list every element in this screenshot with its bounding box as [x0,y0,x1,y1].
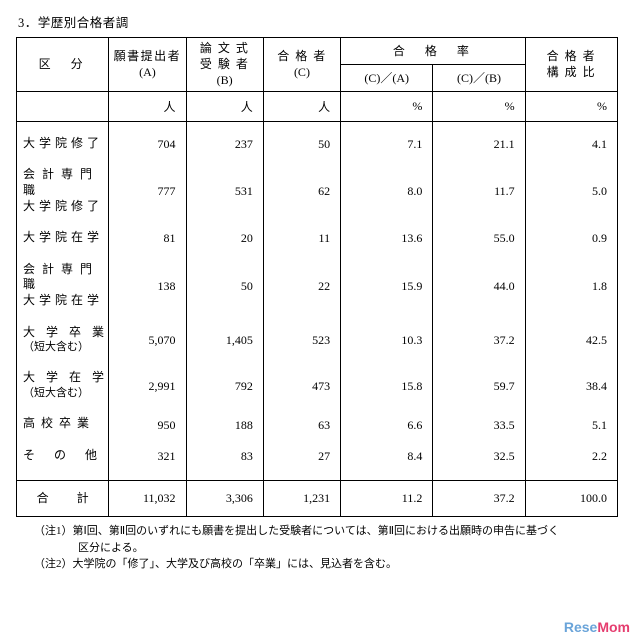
table-row: 大学院修了704237507.121.14.1 [17,121,618,157]
total-row: 合 計11,0323,3061,23111.237.2100.0 [17,480,618,517]
cell-ca: 10.3 [341,315,433,361]
table-row: 会 計 専 門 職大学院在学138502215.944.01.8 [17,252,618,315]
total-c: 1,231 [263,480,340,517]
note-2: （注2）大学院の「修了」、大学及び高校の「卒業」には、見込者を含む。 [34,556,624,573]
row-category: 高校卒業 [17,406,109,438]
header-ca: (C)／(A) [341,64,433,91]
note-1-line1: （注1）第Ⅰ回、第Ⅱ回のいずれにも願書を提出した受験者については、第Ⅱ回における… [34,523,624,540]
cell-ratio: 4.1 [525,121,617,157]
row-category: 大学院在学 [17,220,109,252]
cell-b: 792 [186,360,263,406]
spacer-row [17,470,618,481]
cell-c: 22 [263,252,340,315]
total-cb: 37.2 [433,480,525,517]
cell-a: 5,070 [109,315,186,361]
watermark-mom: Mom [597,619,630,635]
cell-b: 531 [186,157,263,220]
cell-a: 321 [109,438,186,470]
section-title: 3．学歴別合格者調 [18,12,624,31]
cell-ca: 13.6 [341,220,433,252]
cell-cb: 32.5 [433,438,525,470]
cell-ca: 8.0 [341,157,433,220]
header-col-a: 願書提出者(A) [109,38,186,92]
row-category: 大 学 卒 業（短大含む） [17,315,109,361]
cell-cb: 44.0 [433,252,525,315]
unit-c: 人 [263,91,340,121]
cell-ratio: 1.8 [525,252,617,315]
cell-cb: 59.7 [433,360,525,406]
cell-cb: 55.0 [433,220,525,252]
total-ratio: 100.0 [525,480,617,517]
table-row: そ の 他32183278.432.52.2 [17,438,618,470]
unit-row: 人 人 人 % % % [17,91,618,121]
cell-b: 237 [186,121,263,157]
unit-b: 人 [186,91,263,121]
header-col-c: 合 格 者(C) [263,38,340,92]
cell-c: 62 [263,157,340,220]
header-col-b: 論 文 式 受 験 者(B) [186,38,263,92]
cell-a: 704 [109,121,186,157]
cell-b: 1,405 [186,315,263,361]
table-row: 大学院在学81201113.655.00.9 [17,220,618,252]
table-row: 大 学 在 学（短大含む）2,99179247315.859.738.4 [17,360,618,406]
cell-ca: 8.4 [341,438,433,470]
cell-ratio: 38.4 [525,360,617,406]
cell-b: 20 [186,220,263,252]
cell-a: 777 [109,157,186,220]
cell-ca: 6.6 [341,406,433,438]
total-a: 11,032 [109,480,186,517]
table-row: 大 学 卒 業（短大含む）5,0701,40552310.337.242.5 [17,315,618,361]
header-pass-rate: 合 格 率 [341,38,526,65]
cell-cb: 37.2 [433,315,525,361]
cell-a: 81 [109,220,186,252]
cell-c: 63 [263,406,340,438]
pass-by-education-table: 区 分 願書提出者(A) 論 文 式 受 験 者(B) 合 格 者(C) 合 格… [16,37,618,517]
cell-cb: 33.5 [433,406,525,438]
header-ratio: 合 格 者 構 成 比 [525,38,617,92]
total-label: 合 計 [17,480,109,517]
cell-ca: 15.8 [341,360,433,406]
footnotes: （注1）第Ⅰ回、第Ⅱ回のいずれにも願書を提出した受験者については、第Ⅱ回における… [34,523,624,573]
cell-ca: 7.1 [341,121,433,157]
watermark-logo: ReseMom [564,619,630,635]
cell-ratio: 0.9 [525,220,617,252]
cell-c: 523 [263,315,340,361]
header-category: 区 分 [17,38,109,92]
cell-b: 188 [186,406,263,438]
cell-c: 473 [263,360,340,406]
cell-c: 27 [263,438,340,470]
cell-a: 2,991 [109,360,186,406]
watermark-rese: Rese [564,619,597,635]
cell-ca: 15.9 [341,252,433,315]
row-category: 会 計 専 門 職大学院在学 [17,252,109,315]
note-1-line2: 区分による。 [34,540,624,557]
cell-c: 50 [263,121,340,157]
cell-ratio: 5.1 [525,406,617,438]
header-cb: (C)／(B) [433,64,525,91]
row-category: 大学院修了 [17,121,109,157]
unit-cb: % [433,91,525,121]
cell-cb: 21.1 [433,121,525,157]
total-b: 3,306 [186,480,263,517]
row-category: そ の 他 [17,438,109,470]
cell-a: 138 [109,252,186,315]
unit-a: 人 [109,91,186,121]
row-category: 大 学 在 学（短大含む） [17,360,109,406]
cell-b: 83 [186,438,263,470]
cell-b: 50 [186,252,263,315]
total-ca: 11.2 [341,480,433,517]
cell-ratio: 5.0 [525,157,617,220]
cell-ratio: 2.2 [525,438,617,470]
cell-a: 950 [109,406,186,438]
cell-ratio: 42.5 [525,315,617,361]
table-row: 会 計 専 門 職大学院修了777531628.011.75.0 [17,157,618,220]
unit-ca: % [341,91,433,121]
table-row: 高校卒業950188636.633.55.1 [17,406,618,438]
row-category: 会 計 専 門 職大学院修了 [17,157,109,220]
cell-c: 11 [263,220,340,252]
unit-ratio: % [525,91,617,121]
cell-cb: 11.7 [433,157,525,220]
